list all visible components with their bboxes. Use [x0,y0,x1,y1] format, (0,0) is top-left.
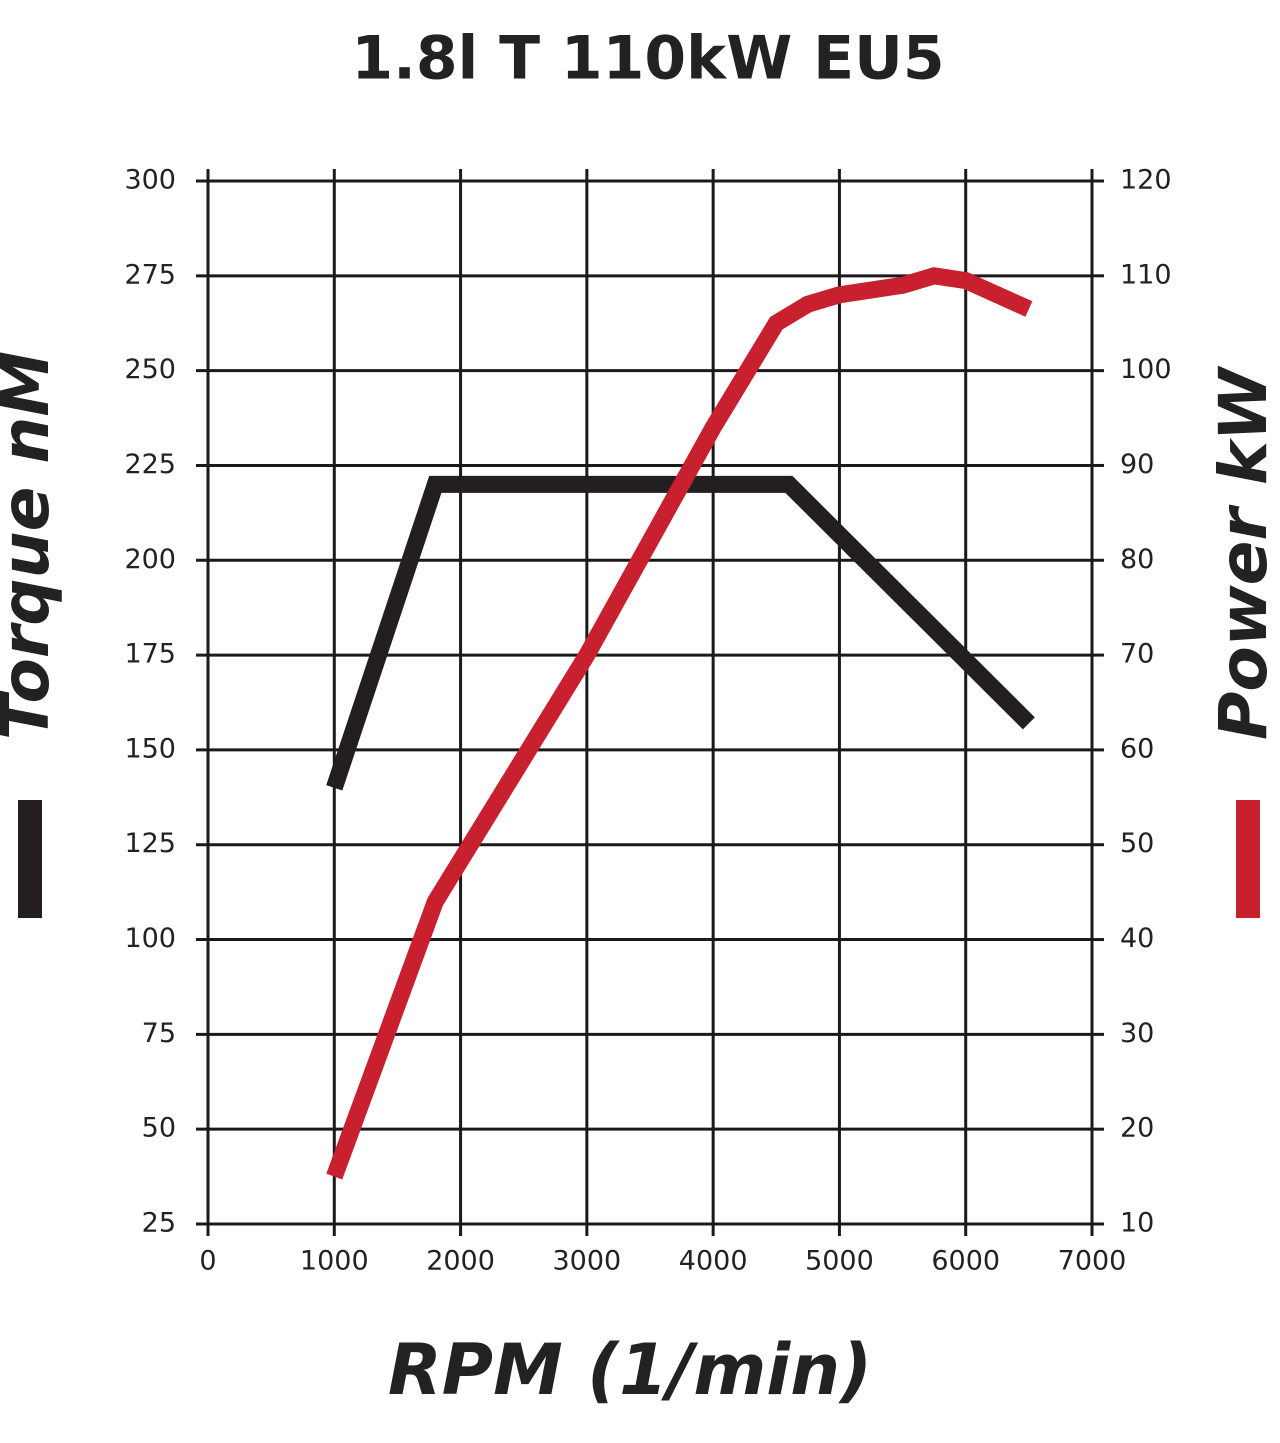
y2-tick-label: 10 [1120,1208,1154,1239]
x-tick-label: 4000 [679,1246,748,1277]
y2-tick-label: 100 [1120,354,1172,385]
y2-tick-label: 120 [1120,165,1172,196]
legend-label: Power kW [1205,365,1280,740]
x-tick-label: 5000 [805,1246,874,1277]
legend-swatch [1236,800,1260,918]
y2-tick-label: 50 [1120,828,1154,859]
y-tick-label: 150 [124,733,176,764]
y2-tick-label: 20 [1120,1113,1154,1144]
x-tick-label: 7000 [1058,1246,1127,1277]
y2-tick-label: 70 [1120,639,1154,670]
y-tick-label: 200 [124,544,176,575]
x-tick-label: 3000 [552,1246,621,1277]
y-tick-label: 300 [124,165,176,196]
y-tick-label: 225 [124,449,176,480]
x-axis-label: RPM (1/min) [388,1329,872,1411]
y-tick-label: 125 [124,828,176,859]
legend-swatch [18,800,42,918]
y-tick-label: 25 [142,1208,176,1239]
y2-tick-label: 40 [1120,923,1154,954]
y-tick-label: 75 [142,1018,176,1049]
y-tick-label: 250 [124,354,176,385]
y2-tick-label: 60 [1120,733,1154,764]
series-line [326,267,1033,1180]
chart-title: 1.8l T 110kW EU5 [351,24,944,94]
y2-tick-label: 80 [1120,544,1154,575]
x-tick-label: 1000 [300,1246,369,1277]
legend-label: Torque nM [0,351,64,740]
x-tick-label: 6000 [931,1246,1000,1277]
y2-tick-label: 110 [1120,259,1172,290]
x-tick-label: 0 [199,1246,216,1277]
y-tick-label: 100 [124,923,176,954]
y-tick-label: 275 [124,259,176,290]
x-tick-label: 2000 [426,1246,495,1277]
y-tick-label: 175 [124,639,176,670]
y2-tick-label: 90 [1120,449,1154,480]
series-line [326,475,1035,791]
y2-tick-label: 30 [1120,1018,1154,1049]
y-tick-label: 50 [142,1113,176,1144]
